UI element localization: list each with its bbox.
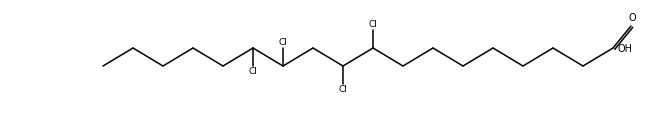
Text: OH: OH [617, 44, 632, 54]
Text: Cl: Cl [339, 85, 348, 94]
Text: Cl: Cl [249, 67, 258, 76]
Text: O: O [628, 13, 636, 23]
Text: Cl: Cl [278, 38, 287, 47]
Text: Cl: Cl [369, 20, 377, 29]
